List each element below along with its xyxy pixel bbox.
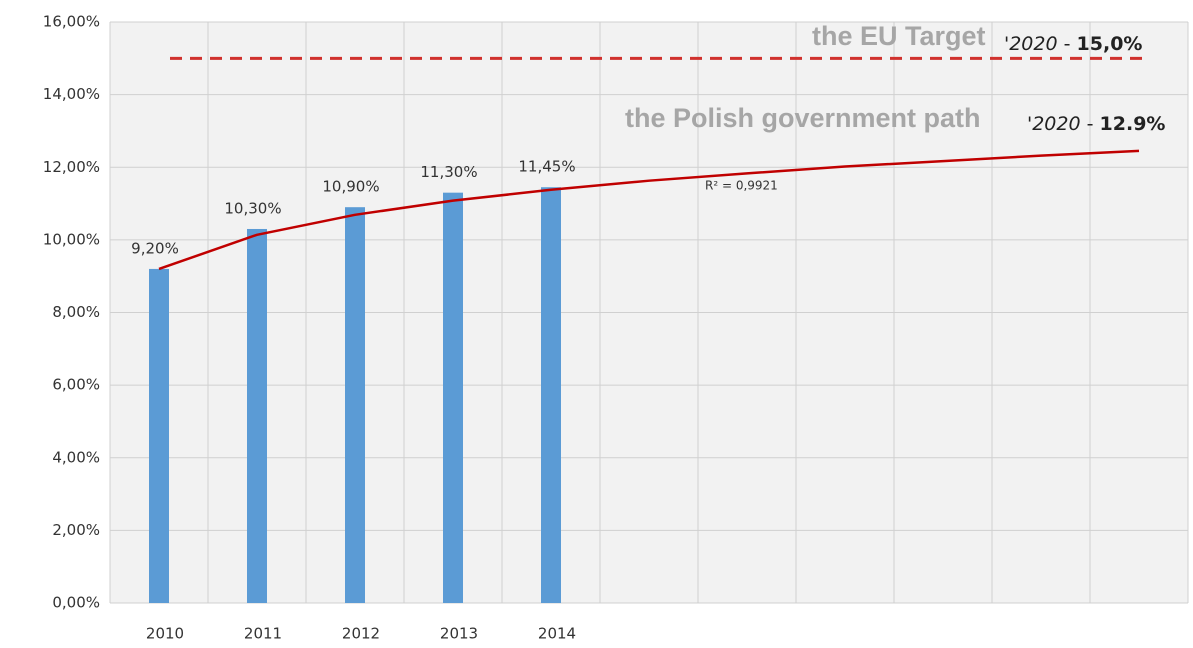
annotation: the Polish government path xyxy=(625,103,981,133)
annotation: '2020 - 12.9% xyxy=(1027,113,1165,135)
value-label: 11,30% xyxy=(420,163,477,181)
bar xyxy=(247,228,267,603)
x-tick-label: 2010 xyxy=(146,625,184,643)
y-tick-label: 0,00% xyxy=(52,594,100,612)
annotation-dash: - xyxy=(1087,113,1094,135)
y-tick-label: 10,00% xyxy=(43,230,100,248)
x-tick-label: 2014 xyxy=(538,625,576,643)
annotation-dash: - xyxy=(1064,33,1071,55)
annotation-value: 15,0% xyxy=(1077,33,1143,55)
bar xyxy=(541,187,561,604)
x-tick-label: 2012 xyxy=(342,625,380,643)
y-tick-label: 2,00% xyxy=(52,521,100,539)
x-tick-label: 2011 xyxy=(244,625,282,643)
value-label: 10,30% xyxy=(224,199,281,217)
y-tick-label: 6,00% xyxy=(52,376,100,394)
annotation-year: '2020 xyxy=(1027,113,1081,135)
x-tick-label: 2013 xyxy=(440,625,478,643)
r-squared: R² = 0,9921 xyxy=(705,179,778,193)
annotation-year: '2020 xyxy=(1004,33,1058,55)
bar xyxy=(149,268,169,603)
annotation: '2020 - 15,0% xyxy=(1004,33,1142,55)
y-tick-label: 4,00% xyxy=(52,448,100,466)
y-tick-label: 16,00% xyxy=(43,13,100,31)
value-label: 11,45% xyxy=(518,158,575,176)
y-tick-label: 12,00% xyxy=(43,158,100,176)
trend-line xyxy=(158,149,1140,271)
value-label: 10,90% xyxy=(322,178,379,196)
value-label: 9,20% xyxy=(131,239,179,257)
y-tick-label: 8,00% xyxy=(52,303,100,321)
y-tick-label: 14,00% xyxy=(43,85,100,103)
annotation-value: 12.9% xyxy=(1100,113,1166,135)
bar xyxy=(345,207,365,603)
bar xyxy=(443,192,463,603)
annotation: the EU Target xyxy=(812,21,986,51)
